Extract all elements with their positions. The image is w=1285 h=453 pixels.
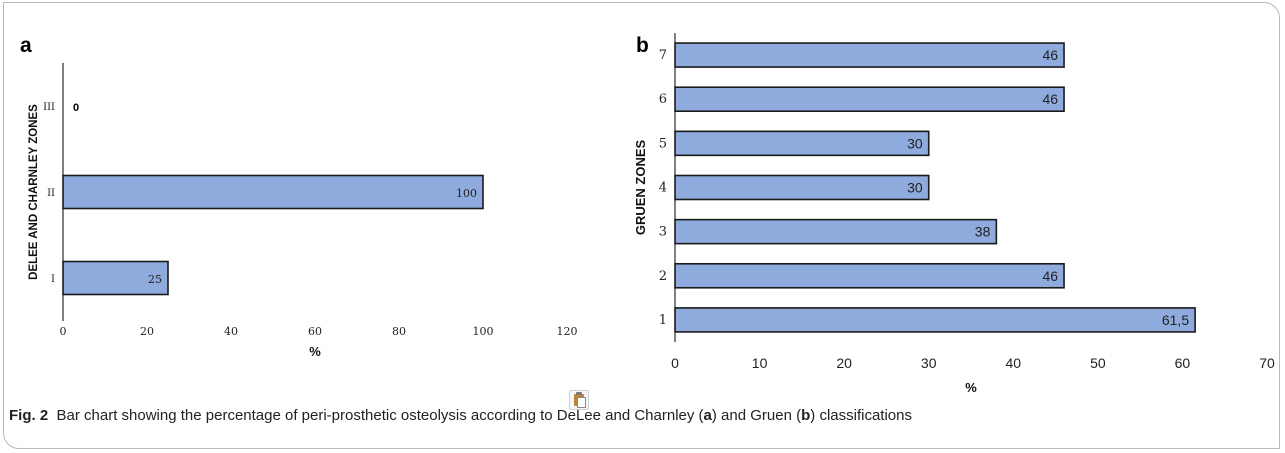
chart1-tick-y-4: 4 (659, 181, 667, 196)
caption-label-a: a (703, 407, 712, 424)
chart1-tick-x-0: 0 (671, 355, 679, 371)
chart0-data-label-III: 0 (73, 102, 79, 114)
chart0-panel-label: a (20, 34, 32, 57)
chart0-tick-x-40: 40 (224, 325, 238, 338)
caption-text-2: ) and Gruen ( (711, 407, 802, 424)
chart1-bar-3 (674, 218, 998, 245)
chart1-tick-x-20: 20 (836, 355, 852, 371)
chart1-tick-y-5: 5 (659, 136, 667, 151)
chart1-data-label-3: 38 (975, 224, 991, 240)
chart1-tick-y-7: 7 (659, 48, 667, 63)
chart0-tick-y-III: III (43, 102, 55, 113)
chart1-data-label-5: 30 (907, 135, 923, 151)
chart1-panel-label: b (636, 34, 649, 57)
chart1-tick-y-6: 6 (659, 92, 667, 107)
chart0-bar-I (62, 260, 169, 296)
chart0-tick-x-80: 80 (392, 325, 406, 338)
chart1-data-label-7: 46 (1042, 47, 1058, 63)
chart1-data-label-1: 61,5 (1162, 312, 1189, 328)
chart1-tick-x-70: 70 (1259, 355, 1275, 371)
chart1-tick-x-10: 10 (752, 355, 768, 371)
caption-text-1: Bar chart showing the percentage of peri… (56, 407, 704, 424)
chart0-tick-x-120: 120 (557, 325, 578, 338)
chart0-x-axis-label: % (309, 344, 321, 359)
chart1-tick-x-30: 30 (921, 355, 937, 371)
caption-label-b: b (801, 407, 811, 424)
chart1-data-label-2: 46 (1042, 268, 1058, 284)
chart1-bar-5 (674, 130, 930, 157)
chart1-tick-x-50: 50 (1090, 355, 1106, 371)
chart0-tick-x-0: 0 (60, 325, 67, 338)
chart0-tick-y-I: I (51, 274, 55, 285)
chart1-bar-1 (674, 307, 1196, 333)
chart0-tick-x-20: 20 (140, 325, 154, 338)
chart0-tick-x-60: 60 (308, 325, 322, 338)
chart1-bar-2 (674, 262, 1065, 289)
figure-frame (3, 2, 1280, 449)
chart0-data-label-II: 100 (456, 187, 477, 200)
clipboard-icon[interactable] (569, 390, 589, 410)
chart1-y-axis-label: GRUEN ZONES (633, 140, 648, 236)
chart1-bar-6 (674, 86, 1065, 113)
chart1-tick-y-2: 2 (659, 269, 667, 284)
figure-caption: Fig. 2 Bar chart showing the percentage … (9, 407, 912, 424)
chart1-x-axis-label: % (965, 380, 977, 395)
caption-label: Fig. 2 (9, 407, 49, 424)
chart1-tick-x-60: 60 (1175, 355, 1191, 371)
chart1-data-label-6: 46 (1042, 91, 1058, 107)
chart0-tick-y-II: II (47, 188, 55, 199)
chart0-data-label-I: 25 (148, 273, 162, 286)
chart1-bar-4 (674, 174, 930, 201)
chart0-y-axis-label: DELEE AND CHARNLEY ZONES (28, 104, 40, 280)
chart0-tick-x-100: 100 (473, 325, 494, 338)
chart1-bar-7 (674, 42, 1065, 68)
chart1-data-label-4: 30 (907, 180, 923, 196)
chart0-bar-II (62, 174, 484, 210)
caption-text-3: ) classifications (810, 407, 912, 424)
chart1-tick-x-40: 40 (1005, 355, 1021, 371)
chart1-tick-y-1: 1 (659, 313, 667, 328)
chart1-tick-y-3: 3 (659, 225, 667, 240)
